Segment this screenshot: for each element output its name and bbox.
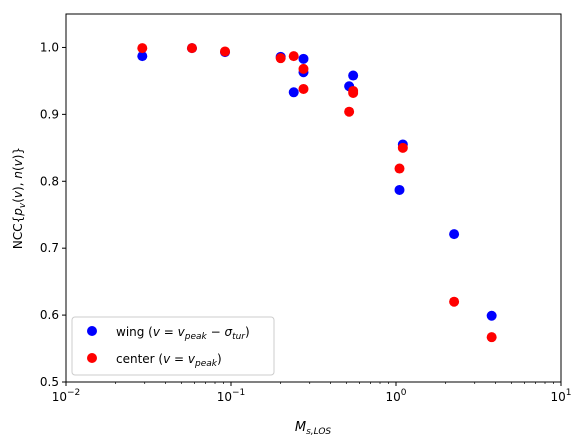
wing-point-0: [137, 51, 148, 62]
x-tick-label-0: 10−2: [52, 388, 81, 404]
wing-point-9: [394, 184, 405, 195]
legend-marker-wing: [87, 326, 97, 336]
x-tick-label-3: 101: [550, 388, 571, 404]
wing-point-11: [449, 229, 460, 240]
center-point-13: [486, 332, 497, 343]
x-tick-label-1: 10−1: [217, 388, 246, 404]
center-point-0: [137, 43, 148, 54]
center-point-6: [298, 63, 309, 74]
center-point-7: [344, 106, 355, 117]
y-tick-label-4: 0.9: [40, 107, 59, 121]
x-axis: 10−2 10−1 100 101: [52, 382, 572, 404]
y-tick-label-0: 0.5: [40, 375, 59, 389]
y-tick-label-3: 0.8: [40, 174, 59, 188]
plot-frame: [65, 13, 562, 383]
y-axis: 0.5 0.6 0.7 0.8 0.9 1.0: [40, 40, 66, 389]
center-point-3: [275, 53, 286, 64]
legend-label-wing: wing (v = vpeak − σtur): [116, 325, 250, 342]
y-tick-label-2: 0.7: [40, 241, 59, 255]
wing-point-4: [288, 87, 299, 98]
x-axis-label: Ms,LOS: [295, 420, 332, 437]
center-point-4: [288, 51, 299, 62]
wing-point-5: [298, 53, 309, 64]
center-point-1: [186, 43, 197, 54]
y-tick-label-5: 1.0: [40, 40, 59, 54]
y-axis-label: NCC{pv(v), n(v)}: [11, 147, 28, 249]
legend-label-center: center (v = vpeak): [116, 352, 222, 369]
y-tick-label-1: 0.6: [40, 308, 59, 322]
x-tick-label-2: 100: [385, 388, 406, 404]
center-point-9: [348, 87, 359, 98]
center-point-12: [449, 296, 460, 307]
legend: wing (v = vpeak − σtur) center (v = vpea…: [71, 316, 275, 376]
center-point-5: [298, 83, 309, 94]
wing-point-8: [348, 70, 359, 81]
center-point-10: [394, 163, 405, 174]
wing-point-12: [486, 310, 497, 321]
center-point-11: [397, 142, 408, 153]
data-points: [137, 43, 497, 343]
center-point-2: [220, 46, 231, 57]
legend-marker-center: [87, 353, 97, 363]
legend-box: [71, 316, 275, 376]
